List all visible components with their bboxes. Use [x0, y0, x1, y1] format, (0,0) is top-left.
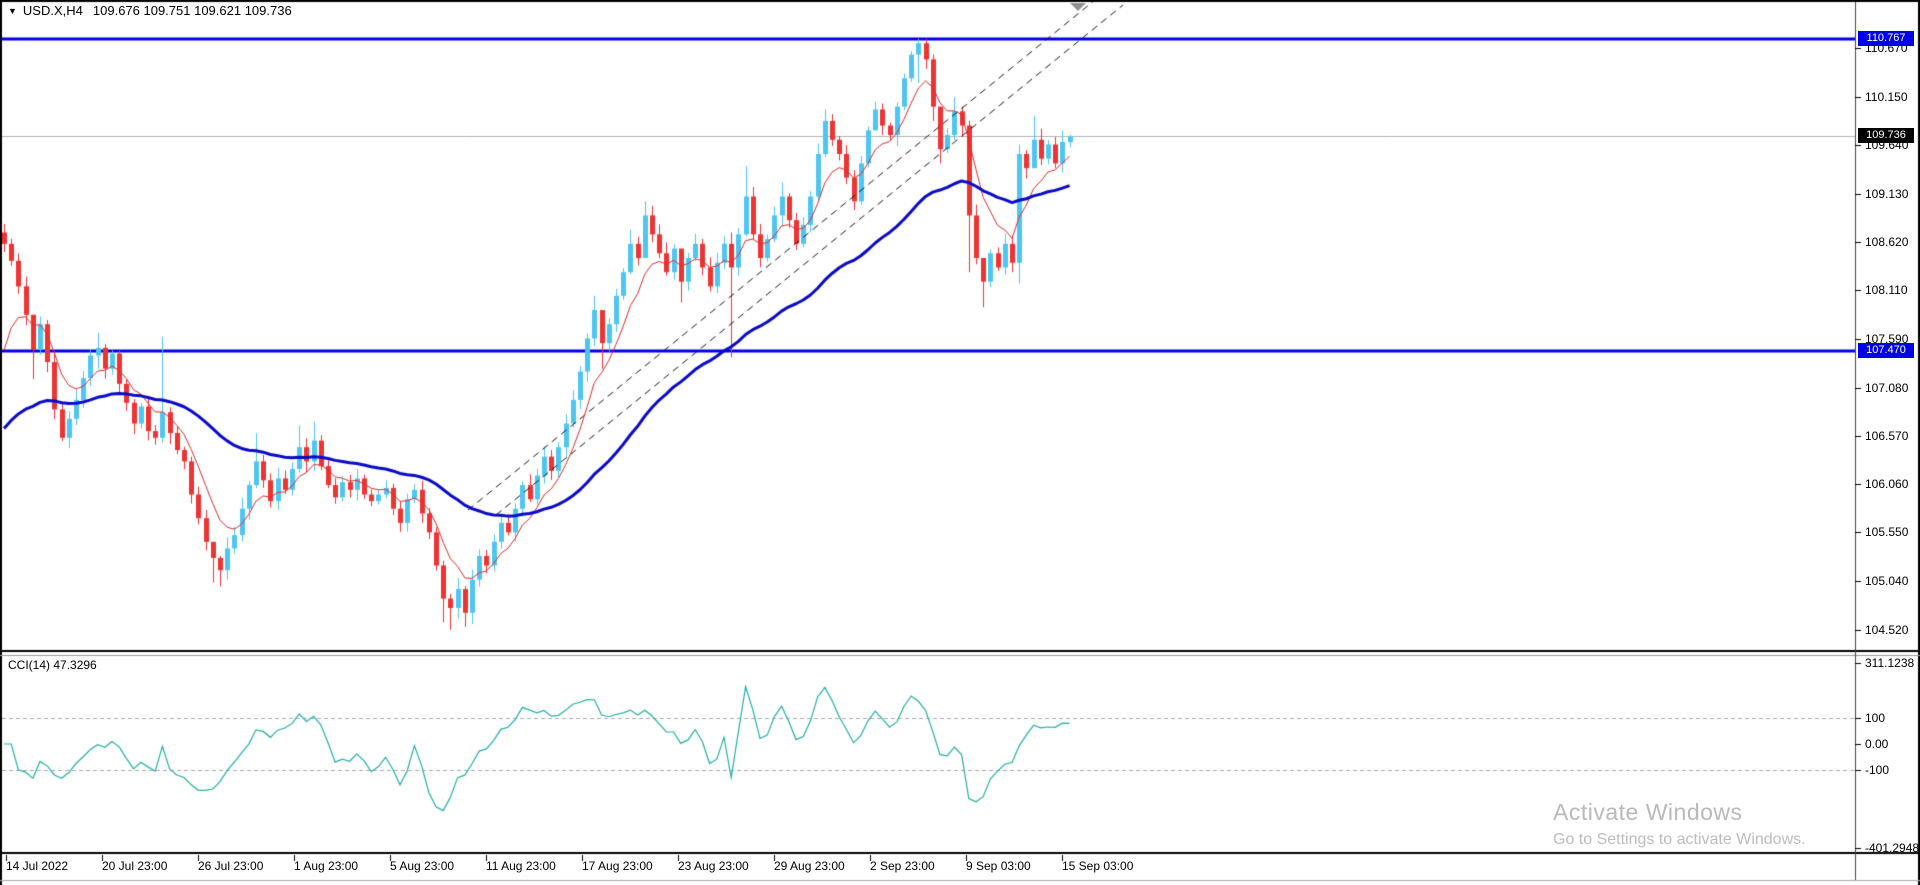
time-axis-label: 17 Aug 23:00	[582, 859, 653, 873]
indicator-axis-label: 100	[1865, 711, 1886, 725]
symbol-dropdown-icon[interactable]: ▼	[8, 6, 17, 16]
price-axis-label: 105.040	[1865, 573, 1909, 588]
chart-title: ▼ USD.X,H4 109.676 109.751 109.621 109.736	[8, 3, 292, 18]
time-axis-label: 2 Sep 23:00	[870, 859, 935, 873]
indicator-axis-label: 311.1238	[1865, 656, 1915, 671]
time-axis-label: 5 Aug 23:00	[390, 859, 455, 873]
watermark-line2: Go to Settings to activate Windows.	[1553, 831, 1806, 848]
indicator-label: CCI(14) 47.3296	[8, 658, 97, 672]
time-axis-label: 20 Jul 23:00	[102, 859, 168, 873]
symbol-timeframe-label: USD.X,H4	[22, 3, 83, 18]
price-axis-label: 107.080	[1865, 380, 1909, 395]
price-tag-resistance: 110.767	[1858, 30, 1914, 46]
price-axis-label: 110.150	[1865, 90, 1908, 105]
activate-windows-watermark: Activate Windows Go to Settings to activ…	[1553, 799, 1806, 849]
watermark-line1: Activate Windows	[1553, 799, 1743, 825]
time-axis-label: 29 Aug 23:00	[774, 859, 845, 873]
time-axis-label: 9 Sep 03:00	[966, 859, 1031, 873]
price-axis-label: 108.620	[1865, 234, 1909, 249]
price-tag-current: 109.736	[1858, 128, 1914, 144]
time-axis-label: 14 Jul 2022	[6, 859, 69, 873]
ohlc-values: 109.676 109.751 109.621 109.736	[92, 3, 292, 18]
time-axis-label: 11 Aug 23:00	[486, 859, 556, 873]
indicator-axis-label: -401.2948	[1865, 841, 1920, 856]
price-tag-support: 107.470	[1858, 342, 1914, 358]
time-axis-label: 26 Jul 23:00	[198, 859, 264, 873]
price-axis-label: 105.550	[1865, 525, 1909, 540]
price-axis-label: 108.110	[1865, 283, 1908, 298]
time-axis-label: 23 Aug 23:00	[678, 859, 749, 873]
price-axis-label: 106.060	[1865, 477, 1909, 492]
price-axis-label: 106.570	[1865, 428, 1909, 443]
indicator-axis-label: -100	[1865, 763, 1890, 777]
time-axis-label: 15 Sep 03:00	[1062, 859, 1134, 873]
indicator-axis-label: 0.00	[1865, 737, 1889, 751]
price-axis-label: 104.520	[1865, 622, 1909, 637]
price-axis-label: 109.130	[1865, 186, 1909, 201]
time-axis-label: 1 Aug 23:00	[294, 859, 359, 873]
